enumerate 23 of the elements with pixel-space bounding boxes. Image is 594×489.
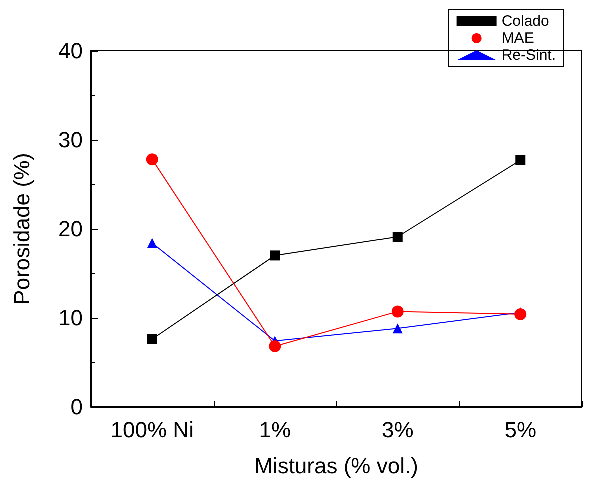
point (516, 155, 526, 166)
x-tick-label: 1% (259, 418, 292, 442)
point (392, 306, 404, 318)
y-axis-title: Porosidade (%) (10, 153, 34, 305)
point (147, 334, 158, 344)
y-tick-label: 40 (58, 38, 83, 64)
x-tick-label: 100% Ni (110, 418, 194, 442)
y-tick-label: 0 (70, 394, 83, 420)
x-tick-label: 5% (504, 418, 537, 442)
point (392, 324, 403, 334)
y-tick-label: 30 (58, 128, 83, 152)
x-tick-label: 3% (382, 418, 414, 442)
y-tick-label: 20 (58, 216, 83, 242)
point (392, 232, 403, 242)
legend-label: MAE (502, 30, 534, 47)
point (146, 154, 158, 166)
x-axis-title: Misturas (% vol.) (254, 454, 418, 478)
legend-label: Colado (502, 13, 550, 30)
point (514, 308, 527, 320)
y-tick-label: 10 (58, 306, 83, 330)
point (270, 250, 280, 261)
point (269, 340, 282, 352)
point (147, 238, 158, 248)
